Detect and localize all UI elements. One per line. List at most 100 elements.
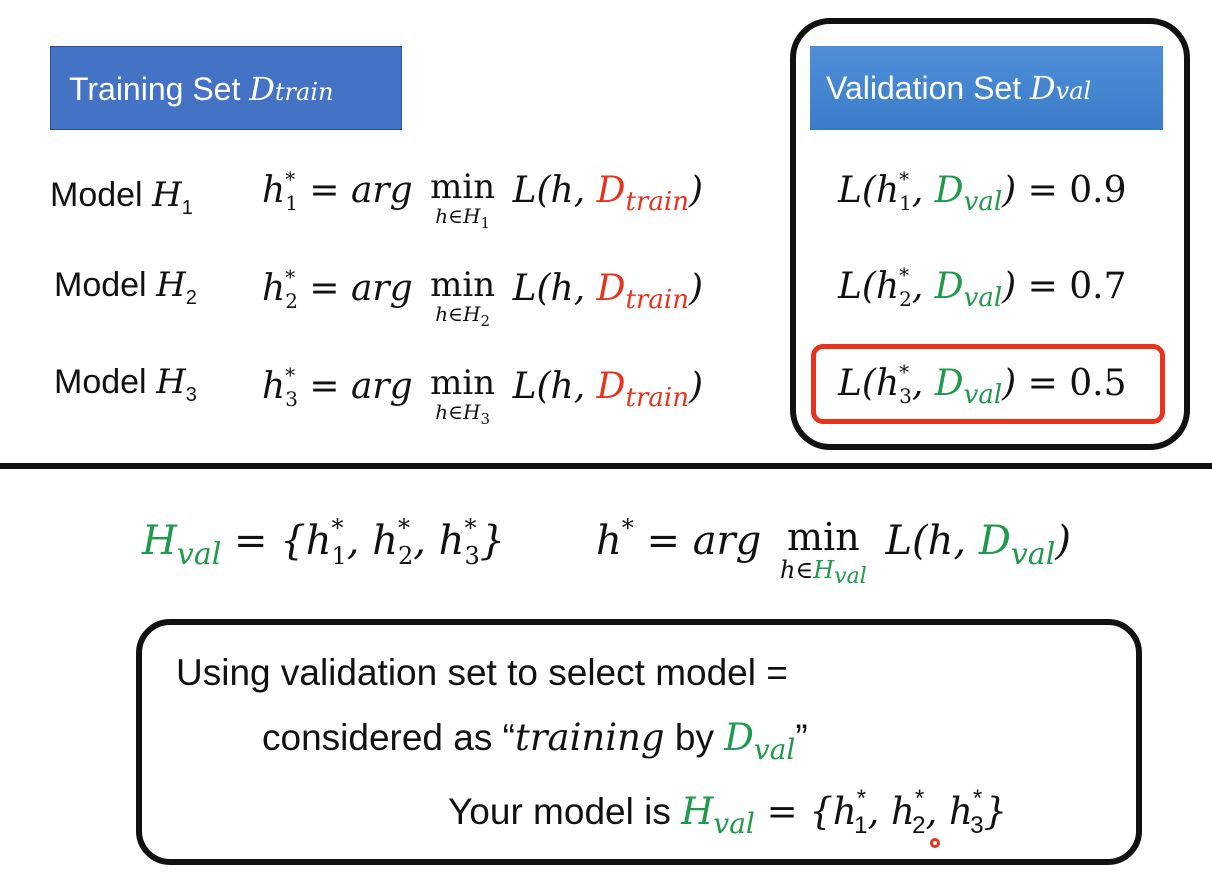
eq-star: *: [285, 265, 296, 289]
validation-panel: [790, 18, 1190, 450]
mid-d-val: D: [978, 518, 1011, 564]
model-script-h: H: [152, 175, 182, 215]
eq-index: 3: [285, 387, 298, 411]
min-under-h: h∈: [435, 302, 463, 326]
loss-star: *: [899, 167, 910, 191]
training-set-text: Training Set: [69, 71, 250, 107]
mid-script-h: H: [142, 518, 177, 564]
loss-l-h: L(h: [838, 266, 900, 307]
note-c2: , h: [925, 790, 973, 833]
mid-c1: , h: [346, 518, 398, 564]
model-equation-1: h*1 = arg min h∈H1 L(h, Dtrain): [262, 167, 703, 231]
eq-d-train-sub: train: [625, 285, 689, 315]
mid-d-val-sub: val: [1010, 537, 1056, 572]
eq-arg: = arg: [297, 170, 425, 211]
note-i2: 2: [912, 812, 926, 839]
eq-h: h: [262, 366, 286, 407]
eq-index: 1: [285, 191, 298, 215]
loss-d-val-sub: val: [963, 187, 1003, 217]
eq-d-train: D: [596, 366, 626, 407]
min-operator: min h∈H1: [430, 170, 495, 231]
note-line2-sub: val: [753, 733, 796, 766]
loss-close: ) =: [1002, 363, 1070, 404]
model-label-2: Model H2: [54, 265, 197, 309]
model-equation-3: h*3 = arg min h∈H3 L(h, Dtrain): [262, 363, 703, 427]
model-label-3: Model H3: [54, 362, 197, 406]
model-word: Model: [54, 266, 157, 304]
model-equation-2: h*2 = arg min h∈H2 L(h, Dtrain): [262, 265, 703, 329]
note-set-close: }: [983, 790, 1008, 833]
mid-i1: 1: [331, 542, 347, 570]
loss-star: *: [899, 263, 910, 287]
mid-hstar: *: [621, 514, 634, 542]
note-i1: 1: [854, 812, 868, 839]
eq-d-train-sub: train: [625, 187, 689, 217]
mid-under-h: h∈: [780, 556, 814, 584]
eq-d-train: D: [596, 268, 626, 309]
mid-i2: 2: [397, 542, 414, 570]
eq-d-train-sub: train: [625, 383, 689, 413]
note-i3: 3: [970, 812, 984, 839]
val-loss-3: L(h*3, Dval) = 0.5: [838, 360, 1127, 410]
loss-close: ) =: [1002, 266, 1070, 307]
training-set-script-d: D: [249, 70, 275, 108]
section-divider: [0, 463, 1212, 469]
validation-set-header: Validation Set Dval: [810, 46, 1163, 130]
note-line-3: Your model is Hval = {h*1, h*2, h*3}: [448, 785, 1008, 840]
loss-l-h: L(h: [838, 170, 900, 211]
model-script-h: H: [156, 362, 186, 402]
note-star: *: [914, 785, 925, 812]
eq-loss-open: L(h,: [501, 366, 597, 407]
loss-value: 0.9: [1069, 170, 1127, 211]
min-under-h: h∈: [435, 204, 463, 228]
mid-h-sub: val: [176, 537, 222, 572]
conclusion-box: [136, 619, 1142, 865]
min-under-script-h: H: [462, 204, 481, 228]
mid-star: *: [464, 514, 477, 542]
selected-model-highlight: [811, 344, 1165, 424]
note-line2-a: considered as “: [262, 717, 515, 758]
model-script-h: H: [156, 265, 186, 305]
min-word: min: [430, 265, 496, 305]
eq-loss-open: L(h,: [501, 268, 597, 309]
min-under-index: 1: [480, 214, 490, 232]
eq-h: h: [262, 170, 286, 211]
note-star: *: [856, 785, 867, 812]
training-set-header: Training Set Dtrain: [50, 46, 402, 130]
note-star: *: [972, 785, 983, 812]
validation-set-script-d: D: [1029, 69, 1056, 107]
note-line3-a: Your model is: [448, 791, 682, 832]
note-line-2: considered as “training by Dval”: [262, 716, 808, 766]
model-word: Model: [54, 363, 157, 401]
min-operator: min h∈H2: [430, 265, 496, 329]
eq-close: ): [688, 366, 703, 407]
mid-c2: , h: [413, 518, 465, 564]
loss-d-val-sub: val: [963, 380, 1003, 410]
mid-min-word: min: [787, 515, 860, 559]
loss-value: 0.7: [1069, 266, 1127, 307]
validation-set-sub: val: [1055, 77, 1092, 105]
model-index: 2: [185, 287, 197, 309]
eq-arg: = arg: [297, 366, 425, 407]
min-under-script-h: H: [462, 400, 481, 424]
mid-min-operator: min h∈Hval: [780, 515, 867, 588]
mid-star: *: [331, 514, 344, 542]
validation-hypothesis-set: Hval = {h*1, h*2, h*3}: [142, 514, 505, 572]
mid-loss-open: L(h,: [872, 518, 979, 564]
val-loss-2: L(h*2, Dval) = 0.7: [838, 263, 1127, 313]
min-under-index: 3: [480, 410, 490, 428]
loss-d-val: D: [934, 266, 964, 307]
note-line2-d-val: D: [724, 716, 754, 759]
mid-arg: = arg: [633, 518, 774, 564]
model-index: 1: [181, 197, 193, 219]
loss-value: 0.5: [1069, 363, 1127, 404]
model-label-1: Model H1: [50, 175, 193, 219]
eq-arg: = arg: [297, 268, 425, 309]
val-loss-1: L(h*1, Dval) = 0.9: [838, 167, 1127, 217]
loss-comma: ,: [911, 170, 935, 211]
eq-loss-open: L(h,: [501, 170, 597, 211]
mid-h: h: [596, 518, 622, 564]
mid-close: ): [1055, 518, 1071, 564]
min-under-h: h∈: [435, 400, 463, 424]
loss-d-val: D: [934, 170, 964, 211]
